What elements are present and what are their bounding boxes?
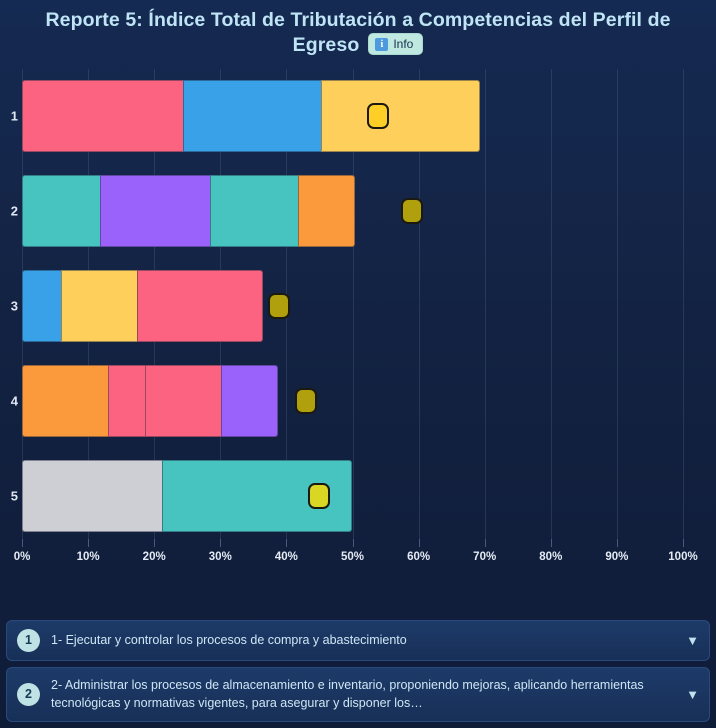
x-axis-tick-mark: [418, 538, 420, 547]
gridline: [616, 68, 618, 547]
info-button[interactable]: i Info: [368, 33, 424, 56]
x-axis-tick-mark: [286, 538, 288, 547]
chart-row: 5: [0, 449, 716, 544]
target-marker[interactable]: [294, 388, 317, 415]
x-axis-tick-label: 20%: [142, 550, 166, 563]
chart-container: 1 2 3 4 5 0% 10% 20% 30% 40% 50% 60% 70% 80% 90% 100%: [0, 68, 716, 574]
x-axis-tick-label: 80%: [539, 550, 563, 563]
chart-row: 3: [0, 259, 716, 354]
x-axis: 0% 10% 20% 30% 40% 50% 60% 70% 80% 90% 100%: [0, 538, 716, 573]
x-axis-tick-mark: [683, 538, 684, 547]
stacked-bar[interactable]: [22, 270, 265, 343]
target-marker[interactable]: [400, 198, 423, 225]
bar-segment[interactable]: [22, 80, 184, 153]
legend-list: 1 1- Ejecutar y controlar los procesos de…: [0, 619, 716, 728]
x-axis-tick-label: 60%: [407, 550, 431, 563]
bar-segment[interactable]: [320, 80, 481, 153]
bar-segment[interactable]: [22, 175, 102, 248]
target-marker[interactable]: [268, 293, 291, 320]
x-axis-tick-label: 30%: [208, 550, 232, 563]
bar-segment[interactable]: [136, 270, 264, 343]
stacked-bar[interactable]: [22, 80, 482, 153]
stacked-bar[interactable]: [22, 365, 281, 438]
legend-item-label: 2- Administrar los procesos de almacenam…: [51, 677, 644, 711]
x-axis-tick-mark: [484, 538, 486, 547]
x-axis-tick-mark: [88, 538, 90, 547]
gridline: [352, 68, 354, 547]
chart-plot-area: 1 2 3 4 5: [0, 68, 716, 547]
page-header: Reporte 5: Índice Total de Tributación a…: [0, 0, 716, 63]
bar-segment[interactable]: [61, 270, 138, 343]
legend-item-number: 2: [17, 682, 40, 706]
bar-segment[interactable]: [22, 365, 110, 438]
x-axis-tick-mark: [352, 538, 354, 547]
chevron-down-icon[interactable]: ▼: [686, 632, 699, 648]
row-label-1: 1: [10, 108, 18, 124]
row-label-5: 5: [10, 488, 18, 504]
stacked-bar[interactable]: [22, 460, 353, 533]
x-axis-tick-mark: [550, 538, 552, 547]
target-marker[interactable]: [307, 483, 330, 510]
bar-segment[interactable]: [144, 365, 223, 438]
x-axis-tick-label: 40%: [274, 550, 298, 563]
chart-row: 4: [0, 354, 716, 449]
legend-item[interactable]: 1 1- Ejecutar y controlar los procesos de…: [6, 619, 710, 661]
x-axis-tick-label: 90%: [605, 550, 629, 563]
row-label-4: 4: [10, 393, 18, 409]
chart-row: 2: [0, 164, 716, 259]
x-axis-tick-label: 70%: [473, 550, 497, 563]
x-axis-tick-label: 0%: [13, 550, 31, 563]
target-marker[interactable]: [366, 103, 389, 130]
gridline: [418, 68, 420, 547]
bar-segment[interactable]: [22, 270, 63, 343]
chevron-down-icon[interactable]: ▼: [686, 686, 699, 702]
x-axis-tick-label: 50%: [340, 550, 365, 563]
gridline: [683, 68, 684, 547]
page-title: Reporte 5: Índice Total de Tributación a…: [45, 9, 671, 57]
x-axis-tick-label: 10%: [76, 550, 100, 563]
gridline: [484, 68, 486, 547]
row-label-3: 3: [10, 298, 18, 314]
bar-segment[interactable]: [182, 80, 322, 153]
bar-segment[interactable]: [209, 175, 299, 248]
chart-row: 1: [0, 69, 716, 164]
x-axis-tick-mark: [22, 538, 23, 547]
stacked-bar[interactable]: [22, 175, 358, 248]
legend-item-label: 1- Ejecutar y controlar los procesos de …: [51, 632, 407, 647]
bar-segment[interactable]: [22, 460, 163, 533]
row-label-2: 2: [10, 203, 18, 219]
legend-item-number: 1: [17, 628, 40, 652]
x-axis-tick-mark: [154, 538, 156, 547]
gridline: [550, 68, 552, 547]
bar-segment[interactable]: [108, 365, 146, 438]
bar-segment[interactable]: [221, 365, 279, 438]
legend-item[interactable]: 2 2- Administrar los procesos de almacena…: [6, 666, 710, 722]
info-button-label: Info: [393, 37, 414, 52]
x-axis-tick-label: 100%: [668, 550, 698, 563]
bar-segment[interactable]: [100, 175, 211, 248]
x-axis-tick-mark: [616, 538, 618, 547]
x-axis-tick-mark: [220, 538, 222, 547]
bar-segment[interactable]: [297, 175, 355, 248]
info-icon: i: [375, 37, 389, 51]
